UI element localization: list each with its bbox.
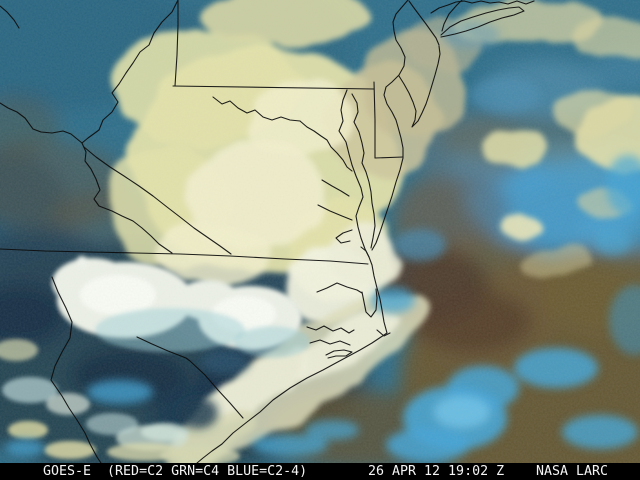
border-westvirginia-panhandle	[174, 0, 179, 87]
border-kentucky-virginia	[81, 142, 173, 254]
border-delaware-south	[374, 156, 404, 159]
river-rappahannock	[321, 179, 350, 197]
coastline-pamlico-river	[306, 325, 355, 334]
river-york	[317, 204, 353, 221]
satellite-composite	[0, 0, 640, 463]
coastline-newjersey	[398, 45, 441, 128]
coastline-carolinas	[196, 246, 388, 463]
channel-legend-label: GOES-E (RED=C2 GRN=C4 BLUE=C2-4)	[43, 464, 308, 479]
river-potomac-upper	[212, 96, 301, 122]
coastline-connecticut	[430, 0, 535, 14]
coastline-chesapeake-west	[338, 89, 370, 258]
coastline-lake-erie-corner	[0, 5, 20, 29]
coastline-pamlico-peninsula	[361, 288, 378, 318]
timestamp-label: 26 APR 12 19:02 Z	[368, 464, 505, 479]
river-potomac-lower	[299, 120, 353, 172]
border-mason-dixon	[172, 85, 375, 90]
coastline-albemarle-sound	[316, 282, 363, 294]
border-maryland-delaware	[373, 81, 376, 159]
coastline-long-island	[440, 6, 525, 38]
border-tennessee-northcarolina	[50, 276, 102, 463]
credit-label: NASA LARC	[536, 464, 609, 479]
status-bar: GOES-E (RED=C2 GRN=C4 BLUE=C2-4) 26 APR …	[0, 463, 640, 480]
border-newyork-newjersey	[408, 0, 440, 46]
river-hudson	[441, 0, 463, 32]
sensor-noise-overlay	[0, 0, 640, 463]
border-newjersey-west	[385, 0, 409, 88]
border-ohio-river	[81, 0, 179, 144]
coastline-cape-lookout	[325, 349, 353, 359]
coastline-chesapeake-east	[351, 93, 376, 249]
satellite-image	[0, 0, 640, 463]
coastline-cape-hatteras	[376, 329, 391, 337]
coastline-delmarva	[371, 86, 404, 251]
border-virginia-westvirginia	[83, 146, 232, 255]
coastline-neuse-river	[309, 339, 351, 346]
border-virginia-northcarolina	[0, 248, 369, 265]
state-boundaries-overlay	[0, 0, 535, 463]
coastline-hampton-roads	[335, 229, 353, 244]
border-northcarolina-southcarolina	[136, 336, 244, 419]
border-kentucky-west	[0, 102, 83, 144]
